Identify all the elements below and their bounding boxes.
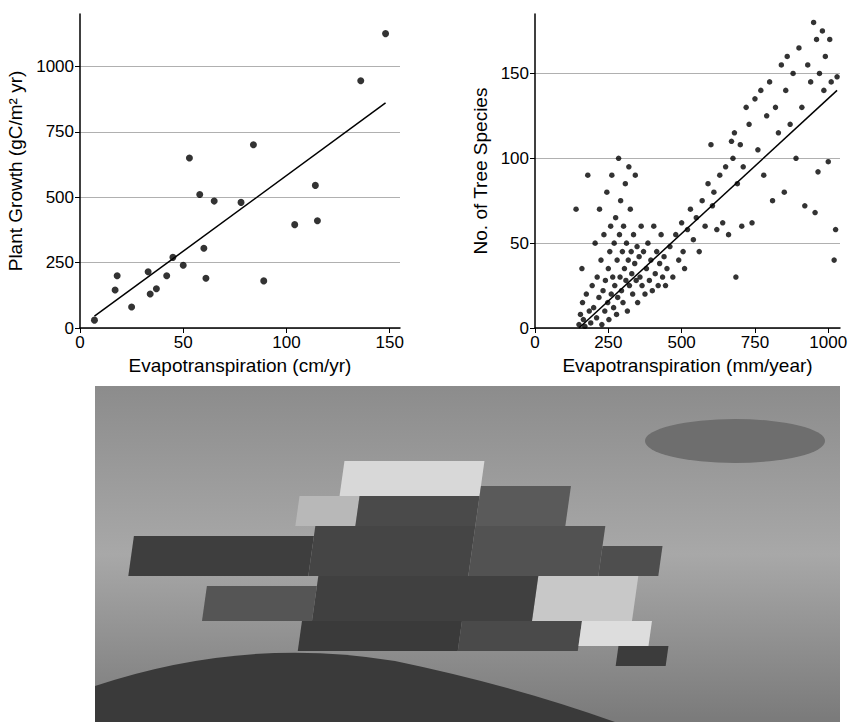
svg-text:Plant Growth (gC/m² yr): Plant Growth (gC/m² yr): [5, 71, 26, 272]
svg-text:500: 500: [46, 188, 74, 207]
svg-text:50: 50: [510, 234, 529, 253]
svg-text:1000: 1000: [36, 57, 74, 76]
svg-text:750: 750: [46, 122, 74, 141]
svg-text:0: 0: [75, 333, 84, 352]
svg-text:50: 50: [174, 333, 193, 352]
svg-text:Evapotranspiration (mm/year): Evapotranspiration (mm/year): [562, 355, 812, 376]
svg-text:250: 250: [46, 253, 74, 272]
svg-text:0: 0: [530, 333, 539, 352]
svg-text:500: 500: [667, 333, 695, 352]
svg-text:No. of Tree Species: No. of Tree Species: [470, 88, 491, 255]
svg-text:0: 0: [520, 319, 529, 338]
svg-text:150: 150: [375, 333, 403, 352]
svg-text:250: 250: [594, 333, 622, 352]
svg-text:750: 750: [741, 333, 769, 352]
svg-text:0: 0: [65, 319, 74, 338]
svg-text:1000: 1000: [809, 333, 847, 352]
svg-text:Evapotranspiration (cm/yr): Evapotranspiration (cm/yr): [129, 355, 352, 376]
svg-text:100: 100: [501, 149, 529, 168]
svg-text:150: 150: [501, 64, 529, 83]
svg-text:100: 100: [272, 333, 300, 352]
